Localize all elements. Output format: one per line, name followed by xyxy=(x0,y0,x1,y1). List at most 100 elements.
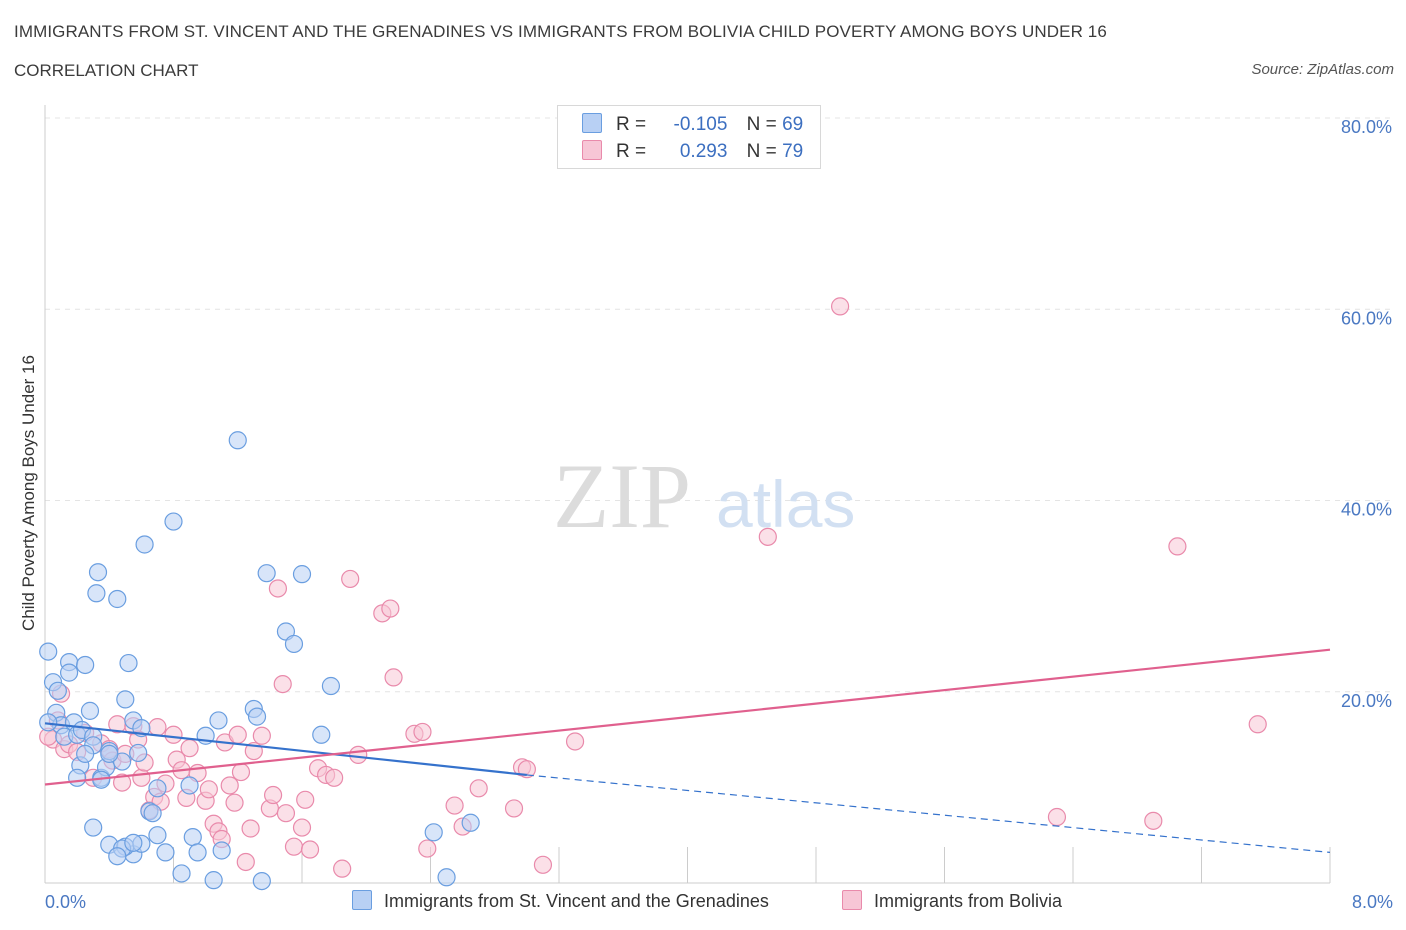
data-point-st-vincent xyxy=(148,779,167,798)
data-point-bolivia xyxy=(236,852,255,872)
legend-r-label: R = xyxy=(616,114,647,135)
legend-r-label: R = xyxy=(616,141,647,162)
data-point-bolivia xyxy=(418,839,437,858)
data-point-bolivia xyxy=(384,668,403,687)
data-point-bolivia xyxy=(533,855,553,874)
data-point-bolivia xyxy=(565,732,585,751)
data-point-bolivia xyxy=(284,837,304,856)
data-point-st-vincent xyxy=(124,833,143,852)
y-tick-label: 80.0% xyxy=(1341,117,1392,137)
chart-title: IMMIGRANTS FROM ST. VINCENT AND THE GREN… xyxy=(14,22,1107,41)
data-point-bolivia xyxy=(1168,537,1187,556)
data-point-st-vincent xyxy=(48,681,67,700)
data-point-st-vincent xyxy=(39,713,58,732)
data-point-st-vincent xyxy=(212,841,231,860)
y-axis-label: Child Poverty Among Boys Under 16 xyxy=(19,355,38,631)
data-point-bolivia xyxy=(341,569,360,589)
bottom-legend-bolivia: Immigrants from Bolivia xyxy=(842,890,1062,912)
data-point-bolivia xyxy=(300,840,320,859)
data-point-bolivia xyxy=(241,819,260,838)
data-point-bolivia xyxy=(325,768,344,787)
data-point-st-vincent xyxy=(180,776,199,795)
data-point-bolivia xyxy=(180,739,199,758)
data-point-bolivia xyxy=(225,793,244,812)
legend-n-value: 79 xyxy=(782,141,804,162)
data-point-st-vincent xyxy=(148,826,167,845)
data-point-bolivia xyxy=(292,818,312,837)
bottom-legend-swatch-blue xyxy=(352,890,372,910)
legend-n-value: 69 xyxy=(782,114,804,135)
legend-swatch-blue xyxy=(582,113,602,133)
data-point-st-vincent xyxy=(108,847,127,866)
data-point-bolivia xyxy=(413,722,432,742)
data-point-st-vincent xyxy=(129,743,148,763)
data-point-st-vincent xyxy=(80,701,100,720)
data-point-st-vincent xyxy=(247,707,267,726)
data-point-st-vincent xyxy=(183,827,202,847)
data-point-bolivia xyxy=(276,804,296,823)
data-point-bolivia xyxy=(132,768,151,787)
data-point-st-vincent xyxy=(424,823,443,842)
data-point-bolivia xyxy=(1144,811,1163,830)
data-point-st-vincent xyxy=(84,818,103,837)
data-point-bolivia xyxy=(504,799,524,818)
bottom-legend-label: Immigrants from St. Vincent and the Gren… xyxy=(384,891,769,911)
data-point-st-vincent xyxy=(119,653,138,673)
correlation-legend: R = -0.105 N = 69 R = 0.293 N = 79 xyxy=(557,105,821,169)
data-point-st-vincent xyxy=(228,431,247,450)
data-point-st-vincent xyxy=(108,589,127,609)
data-point-st-vincent xyxy=(76,655,95,675)
data-point-bolivia xyxy=(252,726,271,745)
data-point-st-vincent xyxy=(59,663,79,682)
data-point-st-vincent xyxy=(321,676,341,696)
data-point-bolivia xyxy=(296,790,315,809)
data-point-st-vincent xyxy=(172,864,191,883)
data-point-bolivia xyxy=(1047,807,1067,827)
data-point-bolivia xyxy=(381,599,400,618)
data-point-bolivia xyxy=(199,780,218,799)
series-st-vincent-points xyxy=(39,431,480,891)
trend-line-bolivia xyxy=(44,648,1331,786)
x-tick-label: 0.0% xyxy=(45,892,86,912)
data-point-st-vincent xyxy=(292,565,312,584)
data-point-st-vincent xyxy=(252,871,271,891)
data-point-bolivia xyxy=(164,725,183,744)
data-point-st-vincent xyxy=(312,725,331,744)
trend-lines xyxy=(44,648,1331,853)
x-tick-label: 8.0% xyxy=(1352,892,1393,912)
data-point-bolivia xyxy=(273,674,292,694)
data-point-st-vincent xyxy=(100,744,119,764)
legend-row-bolivia: R = 0.293 N = 79 xyxy=(582,140,803,164)
data-point-st-vincent xyxy=(76,744,95,764)
data-point-st-vincent xyxy=(209,711,228,730)
watermark-zip: ZIP xyxy=(553,445,691,547)
source-label: Source: ZipAtlas.com xyxy=(1251,61,1394,78)
y-tick-label: 40.0% xyxy=(1341,500,1392,520)
data-point-st-vincent xyxy=(284,634,304,654)
data-point-st-vincent xyxy=(88,563,108,582)
data-point-bolivia xyxy=(148,718,167,737)
bottom-legend-st-vincent: Immigrants from St. Vincent and the Gren… xyxy=(352,890,769,912)
data-point-st-vincent xyxy=(257,564,276,583)
data-point-bolivia xyxy=(263,785,283,805)
bottom-legend-label: Immigrants from Bolivia xyxy=(874,891,1063,911)
legend-row-st-vincent: R = -0.105 N = 69 xyxy=(582,113,803,137)
trend-line-st-vincent xyxy=(44,722,527,777)
data-point-bolivia xyxy=(469,779,488,798)
legend-n-label: N = xyxy=(746,141,777,162)
data-point-bolivia xyxy=(758,527,777,546)
y-tick-label: 20.0% xyxy=(1341,691,1392,711)
data-point-st-vincent xyxy=(39,642,58,661)
legend-r-value: 0.293 xyxy=(679,141,728,162)
watermark: ZIP atlas xyxy=(553,445,855,547)
data-point-bolivia xyxy=(1248,715,1267,734)
data-point-bolivia xyxy=(349,745,368,764)
legend-swatch-pink xyxy=(582,140,602,160)
series-bolivia-points xyxy=(39,297,1267,878)
data-point-bolivia xyxy=(112,773,132,792)
data-point-bolivia xyxy=(333,859,352,878)
legend-r-value: -0.105 xyxy=(673,114,728,135)
data-point-bolivia xyxy=(830,297,850,316)
tick-labels: 20.0% 40.0% 60.0% 80.0% 0.0% 8.0% xyxy=(45,117,1393,912)
